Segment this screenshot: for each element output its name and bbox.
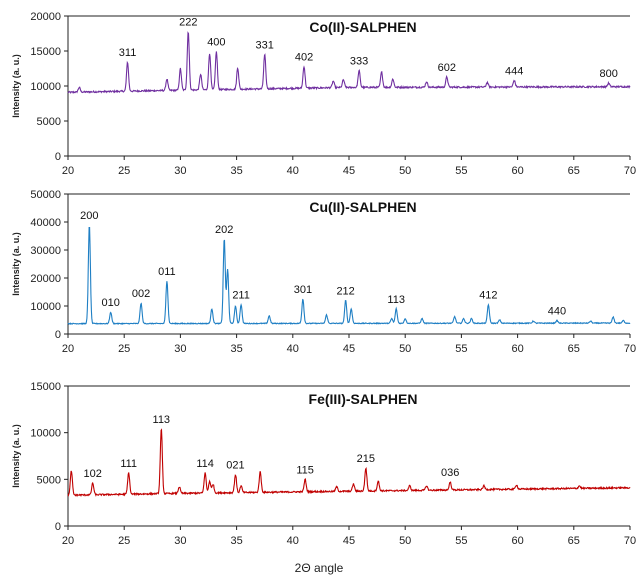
panel-1-x-tick-label: 30 [174,165,186,177]
panel-3-y-tick-label: 0 [55,521,61,533]
panel-2-x-tick-label: 35 [230,343,242,355]
panel-2-peak-label: 412 [479,290,497,302]
panel-2-x-tick-label: 40 [287,343,299,355]
panel-1-peak-label: 602 [438,62,456,74]
panel-1-y-axis-label: Intensity (a. u.) [11,54,21,118]
panel-3-peak-label: 114 [196,458,214,470]
panel-3-y-tick-label: 5000 [37,474,61,486]
panel-2-x-tick-label: 20 [62,343,74,355]
panel-3-x-tick-label: 50 [399,535,411,547]
panel-1-y-tick-label: 20000 [30,11,61,23]
panel-1-peak-label: 800 [599,68,617,80]
panel-2-y-tick-label: 10000 [30,301,61,313]
panel-2-series-line [67,226,631,326]
panel-3-x-tick-label: 55 [455,535,467,547]
panel-1-x-tick-label: 60 [511,165,523,177]
panel-1-y-tick-label: 0 [55,151,61,163]
panel-3-y-axis-label: Intensity (a. u.) [11,424,21,488]
panel-1-y-tick-label: 10000 [30,81,61,93]
panel-2-y-tick-label: 20000 [30,273,61,285]
panel-2-peak-label: 301 [294,284,312,296]
panel-3-peak-label: 111 [120,458,137,470]
panel-2-x-tick-label: 30 [174,343,186,355]
panel-3-y-tick-label: 15000 [30,381,61,393]
panel-1-x-tick-label: 55 [455,165,467,177]
panel-3-x-tick-label: 30 [174,535,186,547]
panel-3-x-tick-label: 40 [287,535,299,547]
panel-1-title: Co(II)-SALPHEN [309,19,416,35]
panel-1-x-tick-label: 50 [399,165,411,177]
panel-2-y-tick-label: 0 [55,329,61,341]
panel-3-x-tick-label: 70 [624,535,636,547]
panel-1-x-tick-label: 25 [118,165,130,177]
panel-1-peak-label: 333 [350,56,368,68]
panel-2-x-tick-label: 50 [399,343,411,355]
panel-1-peak-label: 444 [505,65,523,77]
panel-3-title: Fe(III)-SALPHEN [309,391,418,407]
panel-1-x-tick-label: 70 [624,165,636,177]
panel-1-y-tick-label: 5000 [37,116,61,128]
panel-1-peak-label: 222 [179,16,197,28]
panel-3-x-tick-label: 65 [568,535,580,547]
panel-1-x-tick-label: 20 [62,165,74,177]
panel-1-y-tick-label: 15000 [30,46,61,58]
panel-2-y-tick-label: 30000 [30,245,61,257]
panel-2-peak-label: 211 [232,290,250,302]
panel-3-series-line [67,428,631,498]
panel-3-peak-label: 021 [226,460,244,472]
panel-1-peak-label: 311 [119,47,137,59]
panel-2-peak-label: 011 [158,266,176,278]
panel-1-x-tick-label: 35 [230,165,242,177]
panel-2-peak-label: 212 [336,285,354,297]
panel-2-peak-label: 440 [548,306,566,318]
panel-1-peak-label: 400 [207,37,225,49]
panel-2-y-tick-label: 50000 [30,189,61,201]
panel-2-peak-label: 002 [132,288,150,300]
panel-3-peak-label: 102 [84,468,102,480]
panel-3-peak-label: 036 [441,467,459,479]
panel-2-x-tick-label: 25 [118,343,130,355]
panel-2-y-tick-label: 40000 [30,217,61,229]
panel-2-x-tick-label: 60 [511,343,523,355]
panel-2-peak-label: 010 [102,297,120,309]
panel-3-x-tick-label: 35 [230,535,242,547]
panel-2-x-tick-label: 55 [455,343,467,355]
panel-2-y-axis-label: Intensity (a. u.) [11,232,21,296]
panel-2-peak-label: 202 [215,224,233,236]
panel-3-peak-label: 113 [153,414,171,426]
panel-1-series-line [67,31,631,95]
panel-2-x-tick-label: 70 [624,343,636,355]
panel-2-title: Cu(II)-SALPHEN [309,199,416,215]
panel-2-peak-label: 200 [80,210,98,222]
panel-2-x-tick-label: 45 [343,343,355,355]
panel-3-y-tick-label: 10000 [30,428,61,440]
panel-2-peak-label: 113 [387,294,405,306]
panel-3-x-tick-label: 60 [511,535,523,547]
panel-2-x-tick-label: 65 [568,343,580,355]
panel-1-x-tick-label: 65 [568,165,580,177]
panel-1-x-tick-label: 40 [287,165,299,177]
x-axis-label: 2Θ angle [294,561,344,575]
panel-3-peak-label: 115 [296,464,314,476]
panel-1-peak-label: 331 [256,40,274,52]
panel-3-x-tick-label: 45 [343,535,355,547]
panel-1-peak-label: 402 [295,51,313,63]
panel-3-peak-label: 215 [357,453,375,465]
panel-1-x-tick-label: 45 [343,165,355,177]
panel-3-x-tick-label: 25 [118,535,130,547]
panel-3-x-tick-label: 20 [62,535,74,547]
